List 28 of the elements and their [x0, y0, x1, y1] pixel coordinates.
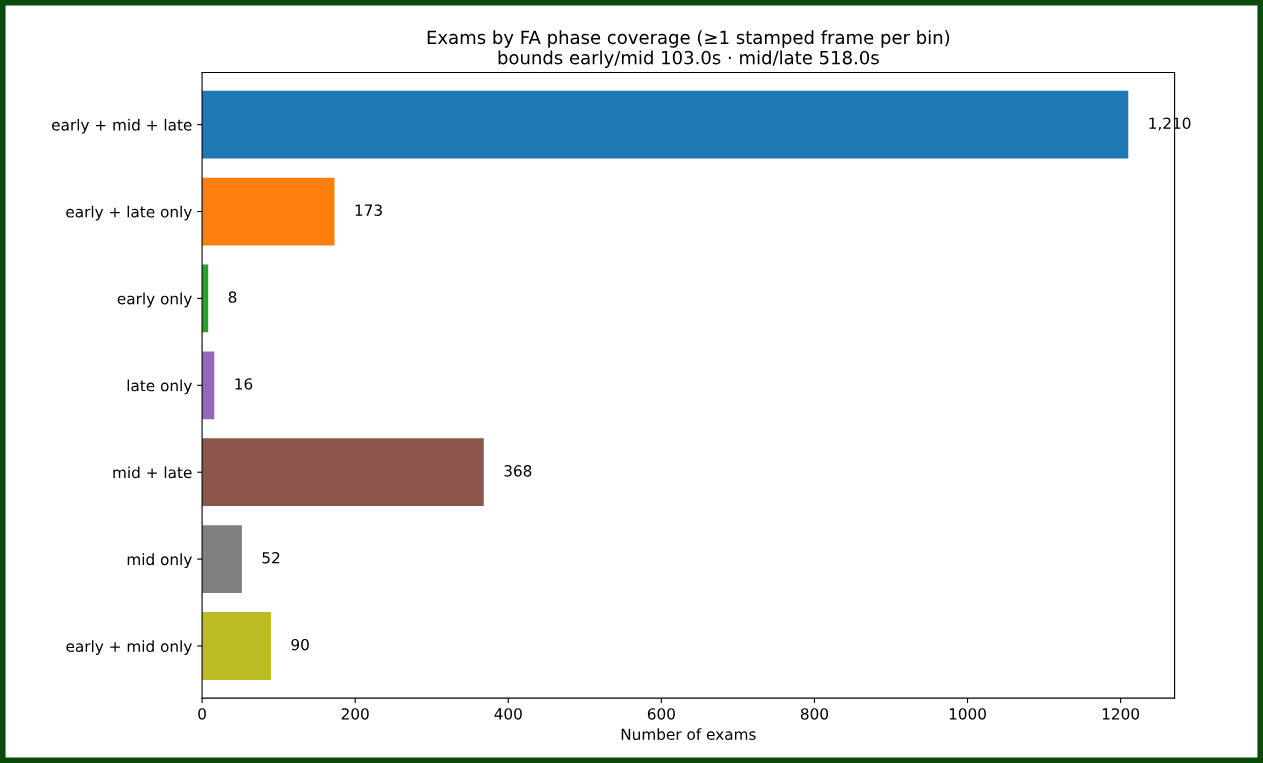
data-label: 173 — [355, 204, 382, 216]
data-label: 16 — [235, 378, 253, 390]
bar — [202, 177, 335, 246]
bar — [202, 351, 215, 420]
y-tick-label: mid only — [127, 553, 192, 569]
y-tick-label: early + late only — [66, 205, 192, 221]
x-tick-label: 600 — [647, 708, 675, 720]
bar — [202, 90, 1129, 159]
x-tick-label: 400 — [494, 708, 522, 720]
y-tick-label: early + mid + late — [52, 118, 192, 134]
bar — [202, 525, 242, 593]
x-tick-label: 1000 — [949, 708, 986, 720]
data-label: 52 — [262, 551, 280, 564]
y-tick-label: late only — [127, 379, 192, 395]
data-label: 8 — [228, 291, 237, 303]
x-axis-title: Number of exams — [621, 728, 756, 741]
x-tick-label: 200 — [341, 708, 369, 720]
data-label: 90 — [291, 638, 309, 651]
y-tick-label: early + mid only — [66, 640, 192, 655]
y-tick-label: mid + late — [113, 466, 192, 479]
y-tick-label: early only — [117, 292, 192, 308]
x-tick-label: 800 — [800, 708, 829, 720]
x-tick-label: 0 — [198, 708, 206, 720]
bar — [202, 612, 271, 680]
x-tick-label: 1200 — [1102, 708, 1140, 720]
data-label: 368 — [504, 465, 532, 477]
chart-title: Exams by FA phase coverage (≥1 stamped frame per bin) bounds early/mid 103.0s · mid/late 518.0s — [427, 30, 950, 68]
bar — [202, 438, 484, 507]
